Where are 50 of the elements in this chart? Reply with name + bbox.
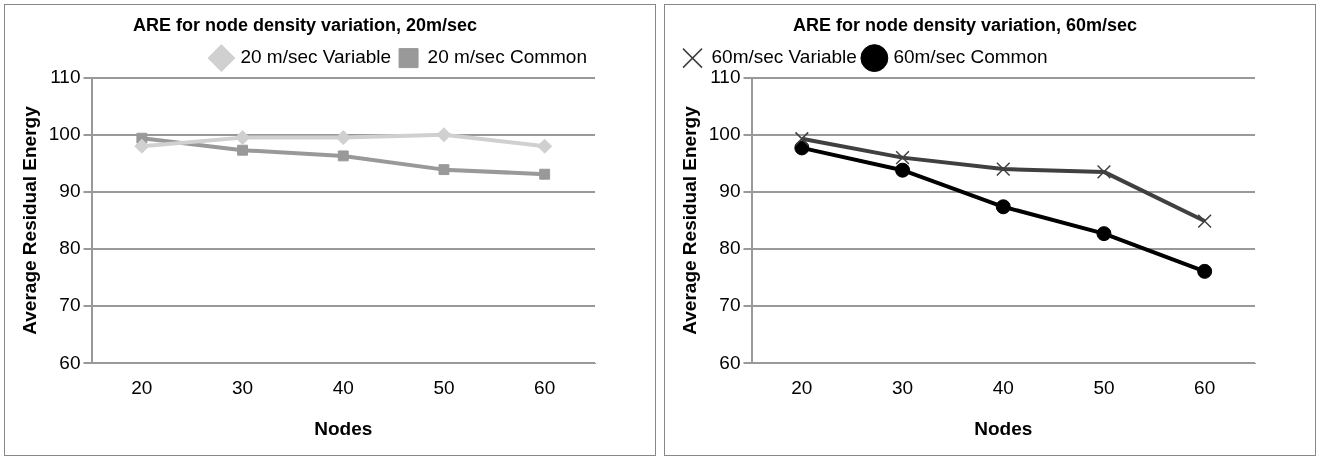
point xyxy=(1197,263,1213,279)
point xyxy=(1096,164,1112,180)
point xyxy=(895,150,910,165)
point xyxy=(995,199,1011,215)
y-tick-label: 70 xyxy=(59,294,81,316)
point xyxy=(794,131,809,146)
y-tick-label: 60 xyxy=(719,351,741,373)
y-tick-label: 70 xyxy=(719,294,741,316)
y-tick-label: 80 xyxy=(59,237,81,259)
point xyxy=(134,138,150,154)
x-axis-title: Nodes xyxy=(314,417,373,439)
point xyxy=(1197,213,1212,229)
y-tick-label: 80 xyxy=(719,237,741,259)
point xyxy=(996,161,1011,177)
legend-label: 60m/sec Common xyxy=(893,46,1048,68)
y-tick-label: 90 xyxy=(59,180,81,202)
x-tick-label: 20 xyxy=(791,377,813,399)
point xyxy=(335,130,351,146)
point xyxy=(539,168,551,180)
chart-title: ARE for node density variation, 60m/sec xyxy=(792,14,1138,35)
point xyxy=(436,127,452,143)
x-tick-label: 30 xyxy=(891,377,914,399)
legend-label: 60m/sec Variable xyxy=(711,46,857,68)
x-tick-label: 20 xyxy=(131,377,153,399)
x-tick-label: 60 xyxy=(1194,377,1216,399)
x-tick-label: 40 xyxy=(332,377,354,399)
point xyxy=(794,140,810,156)
point xyxy=(237,144,248,156)
point xyxy=(895,162,911,178)
y-tick-label: 110 xyxy=(710,65,741,87)
y-axis-title: Average Residual Energy xyxy=(18,105,40,335)
legend-label: 20 m/sec Variable xyxy=(240,46,392,68)
x-tick-label: 50 xyxy=(1093,377,1115,399)
y-tick-label: 100 xyxy=(48,122,81,144)
chart-title: ARE for node density variation, 20m/sec xyxy=(132,14,478,35)
x-tick-label: 40 xyxy=(992,377,1014,399)
y-axis-title: Average Residual Energy xyxy=(678,105,700,335)
y-tick-label: 60 xyxy=(59,351,81,373)
x-tick-label: 60 xyxy=(534,377,556,399)
point xyxy=(537,138,553,154)
point xyxy=(337,150,349,162)
x-axis-title: Nodes xyxy=(974,417,1033,439)
point xyxy=(1096,226,1112,242)
y-tick-label: 100 xyxy=(708,122,741,144)
legend-label: 20 m/sec Common xyxy=(427,46,588,68)
y-tick-label: 90 xyxy=(719,180,741,202)
y-tick-label: 110 xyxy=(50,65,81,87)
x-tick-label: 30 xyxy=(231,377,254,399)
x-tick-label: 50 xyxy=(433,377,455,399)
point xyxy=(438,164,450,176)
